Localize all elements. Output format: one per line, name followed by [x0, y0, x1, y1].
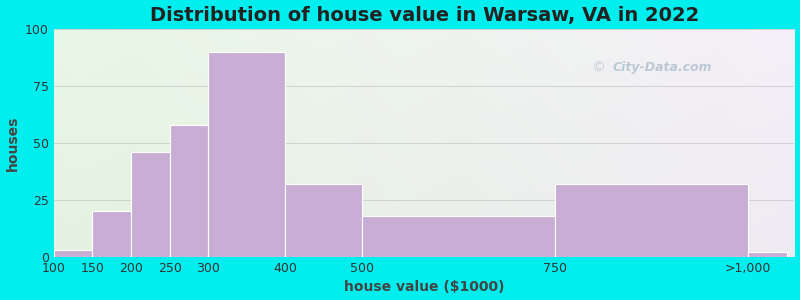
Bar: [170, 125, 208, 257]
Bar: [93, 212, 131, 257]
Bar: [555, 184, 748, 257]
Text: ©: ©: [590, 61, 605, 75]
Bar: [286, 184, 362, 257]
Bar: [362, 216, 555, 257]
Bar: [208, 52, 286, 257]
X-axis label: house value ($1000): house value ($1000): [344, 280, 504, 294]
Bar: [54, 250, 93, 257]
Text: City-Data.com: City-Data.com: [613, 61, 713, 74]
Bar: [131, 152, 170, 257]
Title: Distribution of house value in Warsaw, VA in 2022: Distribution of house value in Warsaw, V…: [150, 6, 698, 25]
Bar: [748, 253, 786, 257]
Y-axis label: houses: houses: [6, 115, 19, 171]
